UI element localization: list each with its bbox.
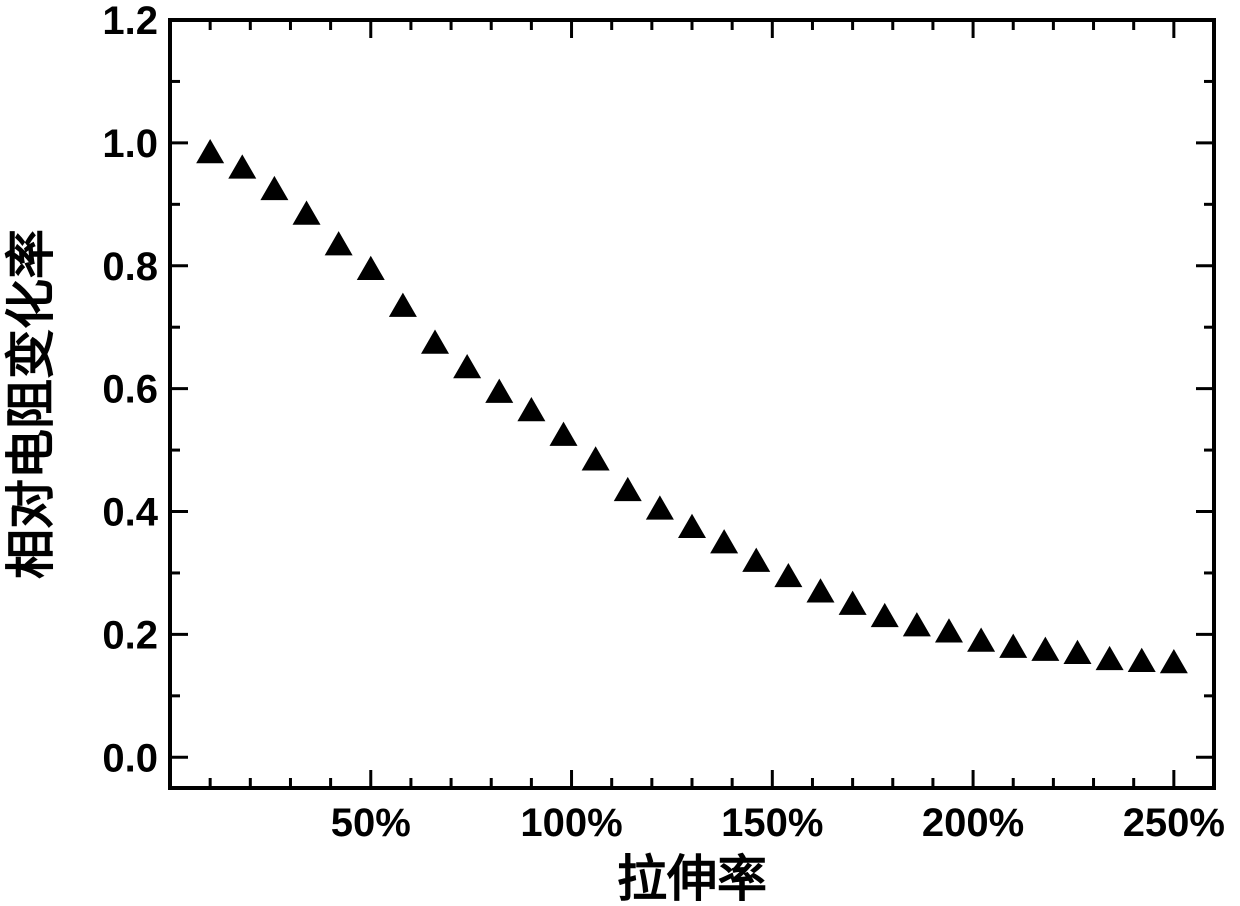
svg-text:50%: 50%: [331, 801, 411, 845]
svg-text:1.2: 1.2: [102, 0, 158, 43]
svg-text:250%: 250%: [1123, 801, 1225, 845]
svg-text:150%: 150%: [721, 801, 823, 845]
svg-text:1.0: 1.0: [102, 122, 158, 166]
svg-text:0.6: 0.6: [102, 368, 158, 412]
svg-text:200%: 200%: [922, 801, 1024, 845]
svg-text:拉伸率: 拉伸率: [617, 851, 767, 906]
svg-text:0.4: 0.4: [102, 491, 158, 535]
chart-container: 50% 100% 150% 200% 250% 拉伸率 0.0 0.2 0.4 0.6 0.8 1.0…: [0, 0, 1240, 906]
svg-text:相对电阻变化率: 相对电阻变化率: [3, 229, 59, 579]
svg-text:0.8: 0.8: [102, 245, 158, 289]
svg-text:0.0: 0.0: [102, 736, 158, 780]
svg-text:0.2: 0.2: [102, 613, 158, 657]
svg-text:100%: 100%: [520, 801, 622, 845]
scatter-chart: 50% 100% 150% 200% 250% 拉伸率 0.0 0.2 0.4 0.6 0.8 1.0…: [0, 0, 1240, 906]
